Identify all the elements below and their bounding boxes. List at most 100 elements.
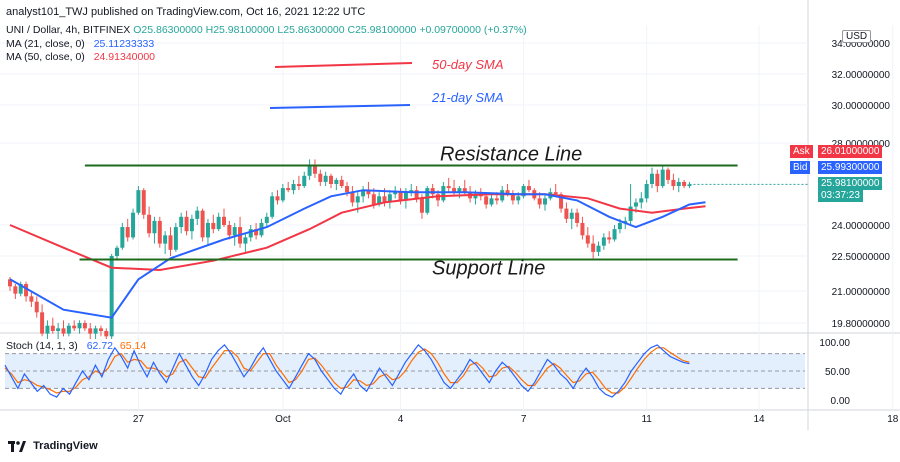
- candle-body: [403, 192, 408, 201]
- candle-body: [612, 229, 617, 240]
- candle: [173, 222, 178, 252]
- currency-badge[interactable]: USD: [842, 30, 872, 43]
- candle-body: [650, 173, 654, 184]
- candle-body: [131, 212, 136, 238]
- candle: [575, 208, 580, 228]
- stoch-k-line: [4, 344, 690, 398]
- candle: [296, 175, 301, 191]
- ask-tag: Ask: [790, 145, 813, 158]
- candle: [29, 291, 34, 307]
- candle: [323, 171, 328, 187]
- candle-body: [419, 198, 424, 213]
- candle: [387, 190, 392, 209]
- candle-body: [676, 181, 681, 187]
- candle: [666, 167, 671, 184]
- y-tick-label: 24.00000000: [832, 221, 891, 232]
- stoch-label: Stoch (14, 1, 3): [6, 340, 78, 352]
- price-pane[interactable]: [8, 159, 808, 339]
- x-tick-label: 4: [398, 414, 404, 425]
- candle: [526, 179, 531, 193]
- candle-body: [179, 216, 184, 228]
- stoch-tick-label: 100.00: [819, 338, 850, 349]
- candle-body: [655, 173, 660, 187]
- candle-body: [329, 175, 333, 184]
- candle-body: [393, 192, 398, 195]
- stoch-k-value: 62.72: [86, 340, 113, 352]
- candle-body: [189, 218, 194, 232]
- last-price: 25.98100000: [818, 177, 883, 190]
- candle-body: [371, 194, 376, 205]
- grid: [0, 0, 900, 430]
- ma50-legend: MA (50, close, 0) 24.91340000: [6, 51, 155, 63]
- ma21-line: [9, 189, 706, 319]
- x-tick-label: 14: [753, 414, 765, 425]
- candle-body: [430, 188, 435, 195]
- candle-body: [147, 214, 152, 234]
- candle: [264, 212, 269, 228]
- candle-body: [152, 220, 157, 234]
- stochastic-pane[interactable]: [4, 344, 805, 398]
- y-tick-label: 30.00000000: [832, 101, 891, 112]
- candle-body: [671, 179, 676, 187]
- candle: [227, 220, 232, 240]
- candle-body: [222, 216, 226, 225]
- candle-body: [441, 186, 446, 201]
- candle-body: [173, 227, 178, 250]
- candle-body: [377, 196, 382, 205]
- candle-body: [34, 301, 39, 313]
- candle-body: [195, 210, 200, 219]
- candle: [591, 235, 596, 259]
- candle-body: [136, 190, 141, 213]
- candle-body: [280, 188, 285, 201]
- resistance-label: Resistance Line: [440, 144, 582, 166]
- candle-body: [345, 186, 350, 193]
- y-tick-label: 34.00000000: [832, 39, 891, 50]
- candle: [280, 184, 285, 203]
- footer-brand[interactable]: TradingView: [8, 440, 98, 452]
- candle: [510, 190, 515, 205]
- candle: [98, 325, 103, 337]
- publish-header: analyst101_TWJ published on TradingView.…: [6, 6, 365, 18]
- candle-body: [639, 198, 644, 203]
- candle: [200, 208, 205, 242]
- candle-body: [211, 222, 216, 230]
- candle: [243, 233, 248, 252]
- candle-body: [526, 186, 531, 191]
- candle: [216, 212, 221, 232]
- candle: [543, 194, 547, 211]
- candle: [612, 225, 617, 242]
- candle-body: [436, 194, 440, 201]
- candle: [104, 328, 109, 339]
- candle: [350, 186, 355, 207]
- candle-body: [318, 173, 323, 182]
- candle-body: [601, 237, 606, 246]
- y-tick-label: 28.00000000: [832, 139, 891, 150]
- candle: [425, 186, 430, 215]
- candle-body: [361, 190, 366, 197]
- candle: [607, 231, 612, 244]
- candle: [521, 184, 526, 199]
- x-tick-label: Oct: [275, 414, 291, 425]
- candle-body: [452, 188, 457, 193]
- candle: [147, 206, 152, 238]
- candle-body: [580, 222, 585, 236]
- candle-body: [286, 188, 291, 191]
- candle: [318, 169, 323, 187]
- candle: [361, 186, 366, 203]
- candle-body: [61, 328, 66, 334]
- candle: [205, 218, 210, 246]
- candle: [671, 173, 676, 191]
- candle-body: [339, 179, 344, 187]
- candle-body: [666, 169, 671, 180]
- candle: [291, 179, 296, 195]
- candle: [77, 320, 82, 334]
- candle: [125, 218, 130, 242]
- candle-body: [682, 181, 687, 187]
- candle-body: [521, 186, 526, 197]
- candle-body: [8, 279, 12, 287]
- candle-body: [585, 235, 590, 244]
- symbol-legend: UNI / Dollar, 4h, BITFINEX O25.86300000 …: [6, 24, 527, 36]
- candle-body: [559, 194, 564, 209]
- candle-body: [45, 325, 50, 334]
